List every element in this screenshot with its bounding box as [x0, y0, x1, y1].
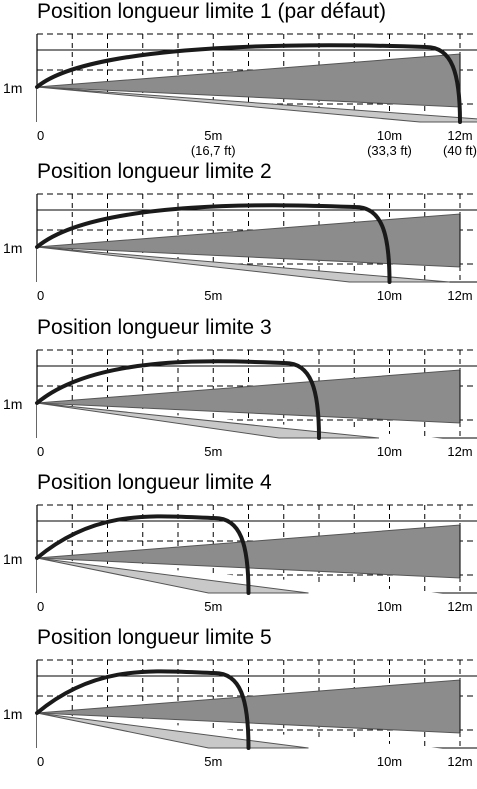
- floor-detection-zone: [36, 402, 380, 439]
- floor-detection-zone: [36, 246, 450, 283]
- detection-diagram: 1m 0 5m 10m 12m: [3, 659, 477, 769]
- tick-sublabel: (16,7 ft): [191, 143, 236, 158]
- tick-label: 12m: [447, 128, 472, 143]
- tick-label: 0: [37, 444, 44, 459]
- tick-label: 5m: [204, 444, 222, 459]
- panel-title: Position longueur limite 1 (par défaut): [37, 0, 387, 23]
- floor-detection-zone: [36, 712, 309, 749]
- detection-diagram: 1m 0 5m 10m 12m: [3, 349, 477, 459]
- tick-sublabel: (40 ft): [443, 143, 477, 158]
- floor-clip: [37, 403, 460, 440]
- tick-label: 0: [37, 599, 44, 614]
- detection-limit-curve: [35, 203, 392, 284]
- tick-label: 12m: [447, 288, 472, 303]
- tick-label: 12m: [447, 754, 472, 769]
- panel-title: Position longueur limite 3: [37, 316, 272, 339]
- tick-label: 5m: [204, 288, 222, 303]
- tick-label: 12m: [447, 444, 472, 459]
- detection-diagram: 1m 0 5m 10m 12m: [3, 504, 477, 614]
- tick-label: 5m: [204, 128, 222, 143]
- height-label: 1m: [3, 240, 22, 256]
- detection-diagram: 1m 0 5m 10m 12m: [3, 193, 477, 303]
- floor-detection-zone: [36, 557, 309, 594]
- height-label: 1m: [3, 80, 22, 96]
- tick-label: 10m: [377, 128, 402, 143]
- tick-label: 0: [37, 128, 44, 143]
- panel-title: Position longueur limite 2: [37, 160, 272, 183]
- tick-label: 5m: [204, 599, 222, 614]
- panel-title: Position longueur limite 4: [37, 471, 272, 494]
- tick-label: 0: [37, 754, 44, 769]
- tick-label: 0: [37, 288, 44, 303]
- height-label: 1m: [3, 706, 22, 722]
- detection-limit-curve: [35, 43, 462, 124]
- tick-label: 5m: [204, 754, 222, 769]
- detection-limit-curve: [35, 514, 251, 595]
- detection-limit-curve: [35, 669, 251, 750]
- tick-label: 10m: [377, 754, 402, 769]
- height-label: 1m: [3, 396, 22, 412]
- tick-sublabel: (33,3 ft): [367, 143, 412, 158]
- floor-detection-zone: [36, 86, 477, 123]
- tick-label: 12m: [447, 599, 472, 614]
- detection-limit-curve: [35, 359, 321, 440]
- tick-label: 10m: [377, 599, 402, 614]
- panel-title: Position longueur limite 5: [37, 626, 272, 649]
- tick-label: 10m: [377, 288, 402, 303]
- height-label: 1m: [3, 551, 22, 567]
- tick-label: 10m: [377, 444, 402, 459]
- detection-diagram: 1m 0 5m(16,7 ft) 10m(33,3 ft) 12m(40 ft): [3, 33, 477, 158]
